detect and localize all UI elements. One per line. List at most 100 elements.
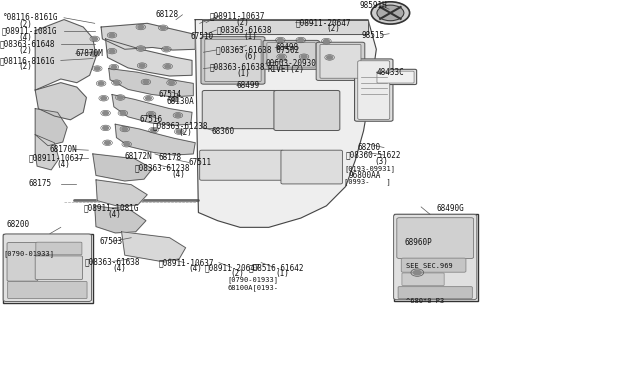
Text: Ⓝ08911-20647: Ⓝ08911-20647	[296, 18, 351, 27]
Text: 98591H: 98591H	[360, 1, 387, 10]
Text: Ⓝ08911-20647: Ⓝ08911-20647	[205, 263, 260, 272]
Circle shape	[124, 142, 129, 146]
Text: 96800AA: 96800AA	[349, 171, 381, 180]
Text: Ⓜ08363-61638 67502: Ⓜ08363-61638 67502	[216, 45, 300, 55]
Text: 00603-20930: 00603-20930	[266, 59, 316, 68]
Polygon shape	[96, 180, 147, 206]
Text: 98515: 98515	[362, 31, 385, 40]
Text: Ⓜ08363-61638: Ⓜ08363-61638	[216, 26, 272, 35]
Circle shape	[95, 67, 100, 70]
Text: 67870M: 67870M	[76, 49, 103, 58]
Text: Ⓜ08363-61648: Ⓜ08363-61648	[0, 39, 56, 48]
Text: [0993-    ]: [0993- ]	[344, 179, 391, 186]
Circle shape	[169, 81, 174, 84]
Text: [0193-09931]: [0193-09931]	[344, 165, 396, 172]
Text: Ⓜ08363-61238: Ⓜ08363-61238	[134, 163, 190, 173]
Circle shape	[118, 96, 123, 99]
Text: 68172N: 68172N	[125, 153, 152, 161]
Circle shape	[99, 82, 104, 85]
Text: 68499: 68499	[237, 81, 260, 90]
Text: 48433C: 48433C	[376, 68, 404, 77]
Circle shape	[327, 56, 333, 59]
Polygon shape	[202, 20, 368, 35]
Text: Ⓜ08363-61638: Ⓜ08363-61638	[85, 257, 141, 266]
FancyBboxPatch shape	[397, 218, 474, 259]
Text: [0790-01933]: [0790-01933]	[3, 251, 54, 257]
FancyBboxPatch shape	[401, 258, 466, 272]
Text: Ⓝ08911-10637: Ⓝ08911-10637	[210, 12, 266, 20]
Polygon shape	[101, 23, 195, 50]
FancyBboxPatch shape	[358, 61, 390, 119]
Text: SEE SEC.969: SEE SEC.969	[406, 263, 453, 269]
FancyBboxPatch shape	[201, 37, 265, 84]
Text: Ⓝ08911-10637: Ⓝ08911-10637	[159, 258, 214, 267]
Text: 68490G: 68490G	[436, 204, 464, 213]
Text: 68200: 68200	[6, 220, 29, 229]
FancyBboxPatch shape	[3, 234, 92, 302]
Circle shape	[377, 5, 404, 21]
FancyBboxPatch shape	[374, 69, 417, 84]
Bar	[3, 234, 93, 304]
Text: (2): (2)	[18, 20, 32, 29]
FancyBboxPatch shape	[7, 243, 38, 281]
Text: 68100A[0193-: 68100A[0193-	[227, 284, 278, 291]
Text: 67503: 67503	[99, 237, 122, 246]
Polygon shape	[35, 20, 96, 90]
Text: 68360: 68360	[211, 127, 234, 136]
Circle shape	[120, 112, 125, 115]
Circle shape	[92, 37, 97, 41]
Text: (6): (6)	[243, 52, 257, 61]
Text: (2): (2)	[236, 18, 250, 27]
Text: 68200: 68200	[357, 143, 380, 152]
Polygon shape	[35, 83, 86, 120]
FancyBboxPatch shape	[402, 273, 444, 286]
Circle shape	[146, 97, 152, 100]
Polygon shape	[95, 206, 146, 233]
FancyBboxPatch shape	[394, 214, 477, 300]
Text: Ⓜ08360-51622: Ⓜ08360-51622	[346, 151, 401, 160]
Circle shape	[92, 52, 97, 55]
Circle shape	[122, 127, 128, 131]
Text: 68128: 68128	[156, 10, 179, 19]
Text: 68130A: 68130A	[166, 97, 194, 106]
Text: Ⓜ08116-8161G: Ⓜ08116-8161G	[0, 56, 56, 65]
Text: 68498: 68498	[275, 43, 298, 52]
Circle shape	[114, 81, 119, 84]
Circle shape	[140, 64, 145, 67]
Text: 67511: 67511	[189, 158, 212, 167]
Text: (1): (1)	[275, 269, 289, 278]
Text: (2): (2)	[18, 62, 32, 71]
FancyBboxPatch shape	[377, 71, 414, 83]
Circle shape	[164, 48, 169, 51]
Circle shape	[371, 2, 410, 24]
Circle shape	[165, 65, 170, 68]
Text: 68960P: 68960P	[404, 238, 432, 247]
Text: Ⓝ08911-1081G: Ⓝ08911-1081G	[83, 203, 139, 212]
Text: (3): (3)	[374, 157, 388, 166]
Polygon shape	[112, 94, 192, 125]
Text: (2): (2)	[178, 128, 192, 137]
FancyBboxPatch shape	[267, 43, 316, 67]
Text: 68170N: 68170N	[50, 145, 77, 154]
Circle shape	[138, 25, 144, 29]
Text: 67514: 67514	[159, 90, 182, 99]
Circle shape	[103, 126, 109, 129]
Text: (2): (2)	[326, 25, 340, 33]
FancyBboxPatch shape	[8, 282, 87, 299]
Polygon shape	[35, 135, 59, 170]
FancyBboxPatch shape	[355, 59, 393, 121]
Circle shape	[101, 97, 106, 100]
Circle shape	[279, 55, 285, 58]
Circle shape	[143, 80, 149, 84]
Circle shape	[301, 55, 307, 58]
Circle shape	[323, 39, 329, 43]
Text: 67516: 67516	[140, 115, 163, 124]
Text: (1): (1)	[243, 32, 257, 41]
Text: (4): (4)	[18, 32, 32, 42]
Text: Ⓝ08911-10637: Ⓝ08911-10637	[29, 153, 84, 162]
Bar	[394, 214, 478, 301]
FancyBboxPatch shape	[35, 256, 83, 280]
Polygon shape	[195, 20, 376, 227]
Text: RIVET(2): RIVET(2)	[268, 65, 305, 74]
Text: (4): (4)	[56, 160, 70, 169]
